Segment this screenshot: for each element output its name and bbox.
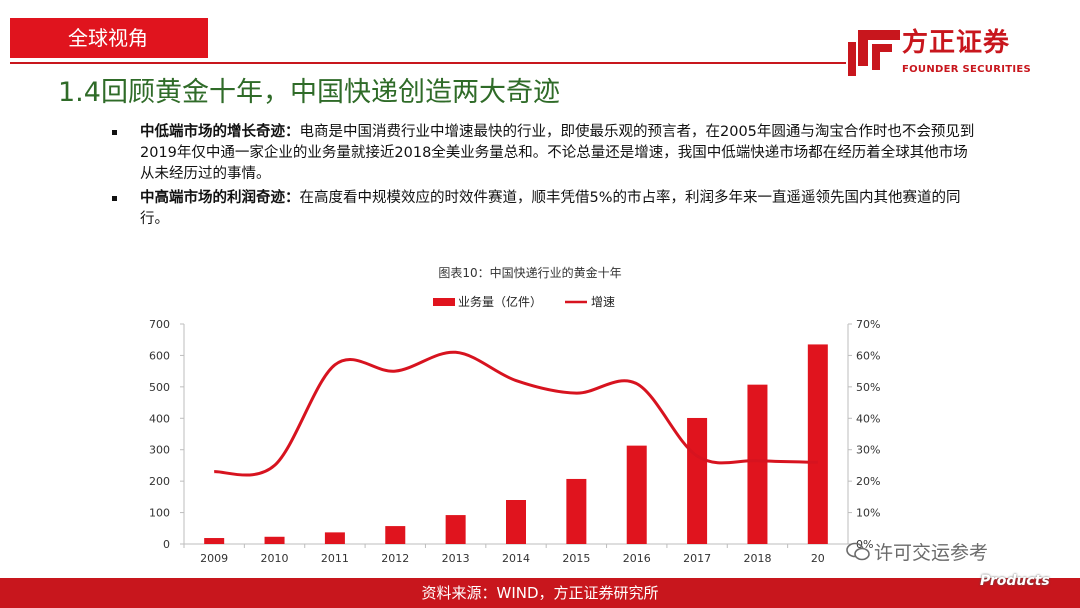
bullet-body: 在高度看中规模效应的时效件赛道，顺丰凭借5%的市占率，利润多年来一直遥遥领先国内…	[140, 190, 961, 227]
bullet-heading: 中高端市场的利润奇迹：	[140, 190, 300, 206]
bullet-body: 电商是中国消费行业中增速最快的行业，即使最乐观的预言者，在2005年圆通与淘宝合…	[140, 124, 975, 182]
x-tick-label: 2015	[562, 552, 590, 565]
x-tick-label: 20	[811, 552, 825, 565]
right-tick-label: 20%	[856, 475, 880, 488]
logo-english-name: FOUNDER SECURITIES	[902, 64, 1032, 75]
left-tick-label: 500	[149, 381, 170, 394]
bar-volume	[506, 500, 526, 544]
header-divider	[10, 62, 846, 64]
left-tick-label: 700	[149, 318, 170, 331]
bar-volume	[747, 384, 768, 544]
right-tick-label: 40%	[856, 412, 880, 425]
bar-volume	[445, 515, 466, 544]
x-tick-label: 2017	[683, 552, 711, 565]
bar-volume	[385, 526, 406, 544]
right-tick-label: 10%	[856, 507, 880, 520]
left-tick-label: 400	[149, 412, 170, 425]
bullet-square-icon	[112, 196, 117, 201]
right-tick-label: 30%	[856, 444, 880, 457]
x-tick-label: 2011	[321, 552, 349, 565]
bar-volume	[626, 445, 647, 544]
chart-svg: 业务量（亿件） 增速 0 100 200 300 400 500 600 700 0% 10% 20% 3…	[149, 294, 880, 565]
section-label: 全球视角	[68, 26, 148, 50]
left-tick-label: 300	[149, 444, 170, 457]
x-tick-label: 2018	[743, 552, 771, 565]
footer-bar: 资料来源：WIND，方正证券研究所	[0, 578, 1080, 608]
left-tick-label: 0	[163, 538, 170, 551]
footer-source: 资料来源：WIND，方正证券研究所	[421, 584, 659, 602]
wechat-watermark: 许可交运参考	[846, 541, 988, 565]
bullet-square-icon	[112, 130, 117, 135]
x-tick-label: 2010	[261, 552, 289, 565]
right-tick-label: 60%	[856, 349, 880, 362]
bullet-text: 中低端市场的增长奇迹：电商是中国消费行业中增速最快的行业，即使最乐观的预言者，在…	[140, 122, 980, 185]
legend-bar-swatch	[433, 298, 455, 306]
left-tick-label: 100	[149, 507, 170, 520]
right-tick-label: 50%	[856, 381, 880, 394]
logo-chinese-name: 方正证券	[902, 28, 1011, 58]
chart-title: 图表10：中国快递行业的黄金十年	[438, 266, 622, 280]
bullet-heading: 中低端市场的增长奇迹：	[140, 124, 300, 140]
growth-rate-line	[214, 350, 818, 477]
x-tick-label: 2014	[502, 552, 530, 565]
bar-volume	[204, 538, 225, 544]
x-tick-label: 2012	[381, 552, 409, 565]
bar-volume	[566, 478, 587, 544]
bar-volume	[807, 344, 828, 544]
bullet-text: 中高端市场的利润奇迹：在高度看中规模效应的时效件赛道，顺丰凭借5%的市占率，利润…	[140, 188, 980, 230]
page-title: 1.4回顾黄金十年，中国快递创造两大奇迹	[58, 77, 560, 108]
bullet-item: 中高端市场的利润奇迹：在高度看中规模效应的时效件赛道，顺丰凭借5%的市占率，利润…	[112, 188, 972, 232]
bar-volume	[264, 536, 285, 544]
express-chart: 图表10：中国快递行业的黄金十年 业务量（亿件） 增速 0 100 200 300 400 5…	[140, 256, 920, 576]
x-tick-label: 2013	[442, 552, 470, 565]
right-tick-label: 70%	[856, 318, 880, 331]
legend-line-label: 增速	[591, 295, 615, 309]
right-tick-label: 0%	[856, 538, 873, 551]
founder-logo-icon	[848, 30, 900, 76]
left-tick-label: 200	[149, 475, 170, 488]
left-tick-label: 600	[149, 349, 170, 362]
x-tick-label: 2009	[200, 552, 228, 565]
legend-bar-label: 业务量（亿件）	[458, 294, 542, 309]
bar-volume	[324, 532, 345, 544]
wechat-watermark-text: 许可交运参考	[874, 542, 989, 564]
brand-logo: 方正证券 FOUNDER SECURITIES	[848, 26, 1078, 78]
wechat-icon	[846, 542, 870, 561]
bullet-item: 中低端市场的增长奇迹：电商是中国消费行业中增速最快的行业，即使最乐观的预言者，在…	[112, 122, 974, 188]
site-watermark: Products	[980, 573, 1050, 589]
bar-volume	[687, 417, 708, 544]
section-tag: 全球视角	[10, 18, 208, 58]
x-tick-label: 2016	[623, 552, 651, 565]
